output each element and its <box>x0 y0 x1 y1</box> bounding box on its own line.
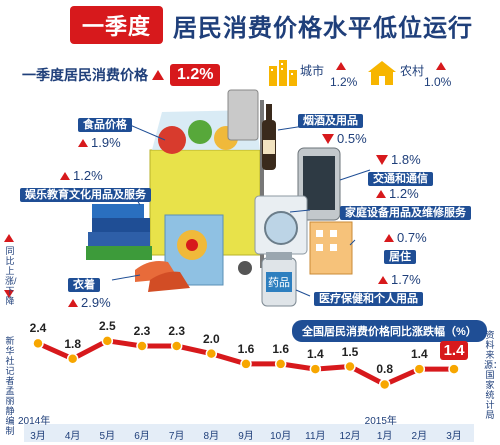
month-tick-label: 8月 <box>203 431 220 442</box>
data-point <box>205 347 218 360</box>
data-label: 1.6 <box>237 341 255 356</box>
chart-title: 全国居民消费价格同比涨跌幅（%） <box>292 320 487 342</box>
medicine-bottle-icon: 药品 <box>261 252 297 307</box>
month-tick-label: 5月 <box>99 431 116 442</box>
data-point <box>344 360 356 373</box>
month-tick-label: 2月 <box>411 431 428 442</box>
data-point <box>309 363 322 375</box>
up-arrow-icon <box>378 275 388 284</box>
village-house-icon <box>368 61 396 85</box>
building-icon <box>309 221 353 275</box>
year-label: 2015年 <box>364 416 397 427</box>
headline-value: 1.2% <box>170 64 221 86</box>
data-label: 1.4 <box>440 341 468 361</box>
books-icon <box>86 204 152 260</box>
data-point <box>448 363 460 375</box>
data-label: 0.8 <box>376 362 393 377</box>
urban-label: 城市 <box>300 64 325 78</box>
credit: 新华社记者 孟丽静 编制 <box>5 336 15 436</box>
month-axis-band <box>24 424 474 442</box>
data-point <box>66 353 79 365</box>
down-arrow-icon <box>376 154 388 165</box>
data-point <box>136 340 148 352</box>
up-arrow-icon <box>68 298 78 307</box>
data-label: 1.5 <box>341 344 359 359</box>
data-label: 2.3 <box>133 323 151 338</box>
data-label: 2.5 <box>98 318 116 333</box>
data-label: 1.6 <box>272 341 289 356</box>
data-label: 2.4 <box>29 321 47 336</box>
year-label: 2014年 <box>18 416 51 427</box>
gift-bag-icon <box>164 214 224 286</box>
category-clothing: 衣着 2.9% <box>68 276 111 310</box>
city-buildings-icon <box>269 60 297 86</box>
headline-label: 一季度居民消费价格 <box>22 67 148 83</box>
month-tick-label: 11月 <box>305 431 326 442</box>
down-arrow-icon <box>4 290 14 298</box>
data-point <box>240 358 252 370</box>
month-tick-label: 4月 <box>64 431 81 442</box>
data-label: 1.8 <box>64 336 81 351</box>
rural-value: 1.0% <box>424 75 452 89</box>
sneakers-icon <box>135 261 190 292</box>
up-arrow-icon <box>436 62 446 70</box>
rural-label: 农村 <box>400 64 425 78</box>
month-tick-label: 12月 <box>339 431 361 442</box>
rural-block: 农村 1.0% <box>366 58 451 91</box>
data-label: 2.3 <box>168 323 185 338</box>
up-arrow-icon <box>4 234 14 242</box>
title: 一季度 居民消费价格水平低位运行 <box>70 6 473 44</box>
source: 资料来源：国家统计局 <box>484 330 500 420</box>
month-tick-label: 9月 <box>238 431 254 442</box>
month-tick-label: 7月 <box>168 431 185 442</box>
illustration: 药品 <box>86 89 371 307</box>
data-point <box>413 363 426 375</box>
category-household: 1.2% 家庭设备用品及维修服务 <box>340 186 471 220</box>
data-label: 1.4 <box>410 347 428 362</box>
data-point <box>32 337 44 350</box>
month-tick-label: 6月 <box>134 431 150 442</box>
data-point <box>101 335 114 347</box>
month-tick-label: 3月 <box>446 431 462 442</box>
urban-value: 1.2% <box>330 75 358 89</box>
category-food: 食品价格 1.9% <box>78 116 132 150</box>
washing-machine-icon <box>254 195 308 255</box>
headline: 一季度居民消费价格 1.2% <box>22 64 221 86</box>
data-label: 1.4 <box>306 347 324 362</box>
up-arrow-icon <box>336 62 346 70</box>
up-arrow-icon <box>60 171 70 180</box>
up-arrow-icon <box>376 189 386 198</box>
up-arrow-icon <box>152 70 164 80</box>
category-housing: 0.7% 居住 <box>384 230 427 264</box>
down-arrow-icon <box>322 133 334 144</box>
svg-text:药品: 药品 <box>268 276 290 289</box>
month-tick-label: 3月 <box>30 431 46 442</box>
category-entertainment: 1.2% 娱乐教育文化用品及服务 <box>20 168 151 202</box>
title-badge: 一季度 <box>70 6 164 44</box>
up-arrow-icon <box>78 138 88 147</box>
title-main: 居民消费价格水平低位运行 <box>173 14 474 42</box>
wine-bottle-icon <box>262 104 276 170</box>
month-tick-label: 10月 <box>270 431 292 442</box>
line-chart <box>32 335 460 391</box>
data-point <box>274 358 287 370</box>
month-tick-label: 1月 <box>376 431 393 442</box>
smartphone-icon <box>297 147 341 221</box>
data-point <box>170 340 183 352</box>
up-arrow-icon <box>384 233 394 242</box>
category-medical: 1.7% 医疗保健和个人用品 <box>314 272 423 306</box>
category-transport: 1.8% 交通和通信 <box>368 152 433 186</box>
data-label: 2.0 <box>202 331 220 346</box>
data-point <box>378 378 391 391</box>
urban-block: 城市 1.2% <box>268 58 357 91</box>
side-label: 同比上涨/下降 <box>5 246 17 306</box>
category-tobacco: 烟酒及用品 0.5% <box>298 112 367 146</box>
